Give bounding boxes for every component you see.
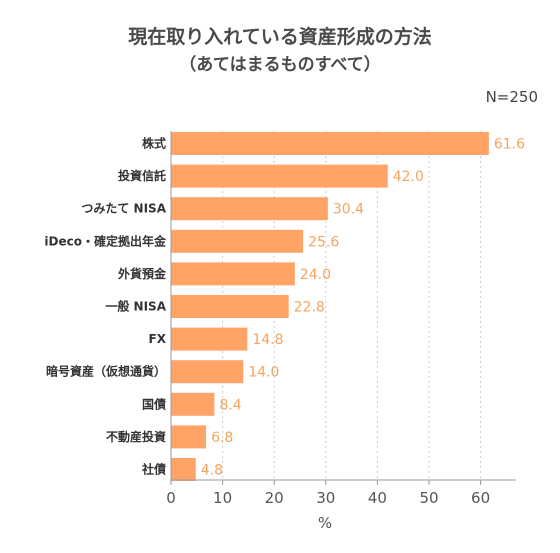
category-label: 国債	[142, 396, 166, 411]
value-label: 25.6	[308, 234, 339, 250]
bar	[171, 197, 328, 221]
x-tick-label: 10	[213, 489, 232, 507]
x-tick-label: 40	[368, 489, 387, 507]
bar	[171, 360, 244, 384]
chart-subtitle: （あてはまるものすべて）	[179, 55, 381, 75]
value-label: 30.4	[333, 202, 364, 218]
value-label: 42.0	[393, 169, 424, 185]
value-labels: 61.6 42.0 30.4 25.6 24.0 22.8 14.8 14.0 8.4 6.8 4.…	[201, 137, 525, 479]
x-tick-label: 50	[419, 489, 438, 507]
x-tick-label: 30	[316, 489, 335, 507]
category-label: 社債	[141, 462, 166, 477]
bar	[171, 392, 215, 416]
bar	[171, 132, 489, 155]
bar	[171, 295, 289, 318]
value-label: 8.4	[219, 397, 241, 413]
category-label: iDeco・確定拠出年金	[44, 233, 167, 248]
value-label: 14.0	[248, 365, 279, 381]
category-label: 外貨預金	[118, 266, 167, 281]
category-label: つみたて NISA	[81, 202, 166, 216]
value-label: 4.8	[201, 463, 223, 479]
value-label: 14.8	[252, 332, 283, 348]
category-label: FX	[149, 332, 167, 346]
x-tick-label: 60	[471, 489, 490, 507]
value-label: 24.0	[300, 267, 331, 283]
chart-title: 現在取り入れている資産形成の方法	[128, 26, 432, 48]
x-tick-label: 0	[166, 489, 176, 507]
category-label: 暗号資産（仮想通貨）	[46, 364, 166, 379]
bar	[171, 262, 295, 286]
sample-size-note: N=250	[485, 88, 538, 106]
bar	[171, 164, 388, 188]
bar	[171, 229, 304, 253]
x-tick-label: 20	[265, 489, 284, 507]
category-label: 一般 NISA	[105, 299, 166, 314]
bar	[171, 327, 248, 351]
x-axis-label: %	[318, 514, 332, 532]
bars	[171, 132, 489, 481]
value-label: 61.6	[494, 137, 525, 153]
category-label: 不動産投資	[106, 429, 166, 444]
grid-lines	[222, 131, 482, 480]
value-label: 22.8	[294, 300, 325, 316]
value-label: 6.8	[211, 430, 233, 446]
category-label: 投資信託	[118, 168, 166, 183]
bar	[171, 425, 207, 449]
x-axis: 0 10 20 30 40 50 60	[166, 131, 516, 507]
bar	[171, 458, 196, 481]
category-label: 株式	[142, 136, 166, 151]
